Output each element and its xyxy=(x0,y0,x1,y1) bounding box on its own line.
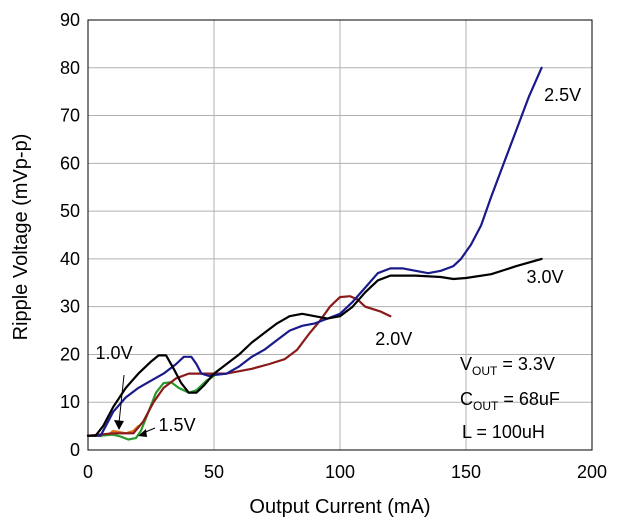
series-layer xyxy=(86,66,543,441)
y-tick-label: 50 xyxy=(60,201,80,221)
y-tick-label: 60 xyxy=(60,153,80,173)
series-label-3v0V: 3.0V xyxy=(526,267,563,287)
inductor-annotation: L = 100uH xyxy=(462,422,545,442)
y-tick-label: 10 xyxy=(60,392,80,412)
x-tick-label: 100 xyxy=(325,462,355,482)
y-tick-label: 90 xyxy=(60,10,80,30)
label-pointers xyxy=(114,374,156,437)
grid-lines xyxy=(88,20,592,450)
y-tick-label: 40 xyxy=(60,249,80,269)
plot-border xyxy=(87,19,593,451)
pointer-1v0-arrowhead xyxy=(114,420,124,430)
series-label-1v5V: 1.5V xyxy=(159,415,196,435)
x-tick-label: 150 xyxy=(451,462,481,482)
annotation-block: VOUT = 3.3V COUT = 68uF L = 100uH xyxy=(460,354,560,442)
cout-annotation: COUT = 68uF xyxy=(460,389,560,413)
y-tick-label: 30 xyxy=(60,297,80,317)
x-tick-label: 200 xyxy=(577,462,607,482)
y-tick-label: 70 xyxy=(60,106,80,126)
vout-annotation: VOUT = 3.3V xyxy=(460,354,555,378)
series-line-2v5V xyxy=(86,66,543,437)
tick-labels: 0 50 100 150 200 0 10 20 30 40 50 60 70 80 90 xyxy=(60,10,607,482)
series-labels: 2.5V 3.0V 2.0V 1.0V 1.5V xyxy=(96,85,582,435)
x-axis-label: Output Current (mA) xyxy=(249,496,430,518)
series-label-2v0V: 2.0V xyxy=(375,329,412,349)
pointer-1v0 xyxy=(118,374,125,424)
y-axis-label: Ripple Voltage (mVp-p) xyxy=(10,134,32,341)
series-label-2v5V: 2.5V xyxy=(544,85,581,105)
pointer-1v5-arrowhead xyxy=(138,429,147,437)
y-tick-label: 0 xyxy=(70,440,80,460)
series-label-1v0V: 1.0V xyxy=(96,343,133,363)
y-tick-label: 20 xyxy=(60,344,80,364)
x-tick-label: 0 xyxy=(83,462,93,482)
series-line-3v0V xyxy=(86,257,543,437)
y-tick-label: 80 xyxy=(60,58,80,78)
x-tick-label: 50 xyxy=(204,462,224,482)
